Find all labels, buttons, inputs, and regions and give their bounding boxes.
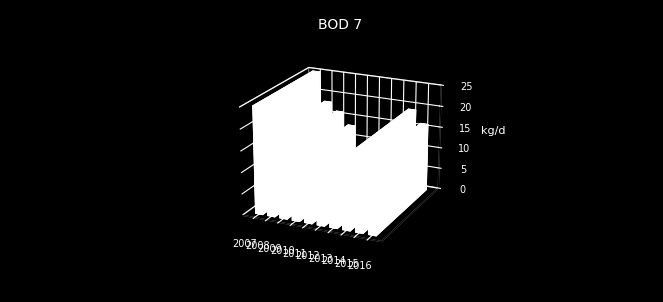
- Title: BOD 7: BOD 7: [318, 18, 362, 32]
